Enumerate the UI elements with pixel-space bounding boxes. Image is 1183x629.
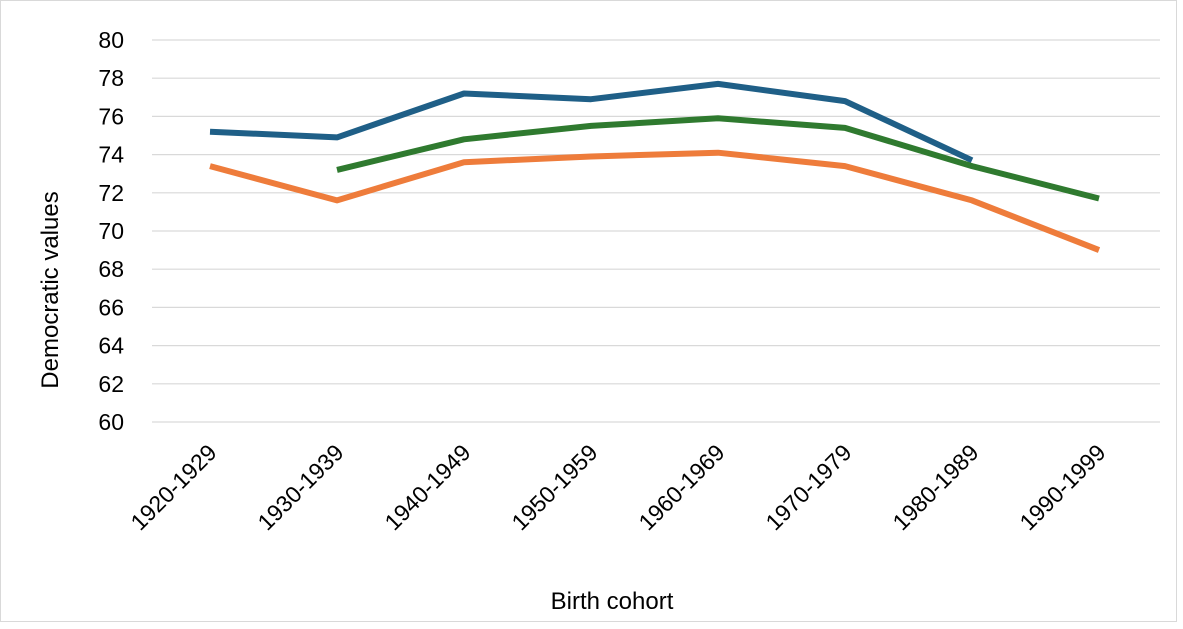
y-tick-label: 70 xyxy=(98,218,124,244)
y-tick-label: 64 xyxy=(98,333,124,359)
y-tick-label: 68 xyxy=(98,256,124,282)
y-axis-tick-labels: 60 62 64 66 68 70 72 74 76 78 80 xyxy=(98,27,124,435)
x-axis-title: Birth cohort xyxy=(551,588,674,615)
x-axis-tick-labels: 1920-1929 1930-1939 1940-1949 1950-1959 1960… xyxy=(125,439,1110,535)
x-tick-label: 1980-1989 xyxy=(887,439,983,535)
x-tick-label: 1990-1999 xyxy=(1014,439,1110,535)
y-tick-label: 74 xyxy=(98,142,124,168)
y-tick-label: 66 xyxy=(98,294,124,320)
y-tick-label: 62 xyxy=(98,371,124,397)
y-tick-label: 72 xyxy=(98,180,124,206)
y-axis-title: Democratic values xyxy=(37,191,64,388)
x-tick-label: 1950-1959 xyxy=(506,439,602,535)
x-tick-label: 1920-1929 xyxy=(125,439,221,535)
y-tick-label: 76 xyxy=(98,103,124,129)
series-line-2 xyxy=(336,115,1100,202)
series-line-3 xyxy=(209,149,1101,253)
series-line-1 xyxy=(209,80,974,164)
x-tick-label: 1970-1979 xyxy=(760,439,856,535)
x-tick-label: 1940-1949 xyxy=(379,439,475,535)
x-tick-label: 1960-1969 xyxy=(633,439,729,535)
x-tick-label: 1930-1939 xyxy=(252,439,348,535)
y-tick-label: 60 xyxy=(98,409,124,435)
gridlines xyxy=(152,39,1160,423)
series-lines xyxy=(209,80,1101,253)
y-tick-label: 80 xyxy=(98,27,124,53)
y-tick-label: 78 xyxy=(98,65,124,91)
